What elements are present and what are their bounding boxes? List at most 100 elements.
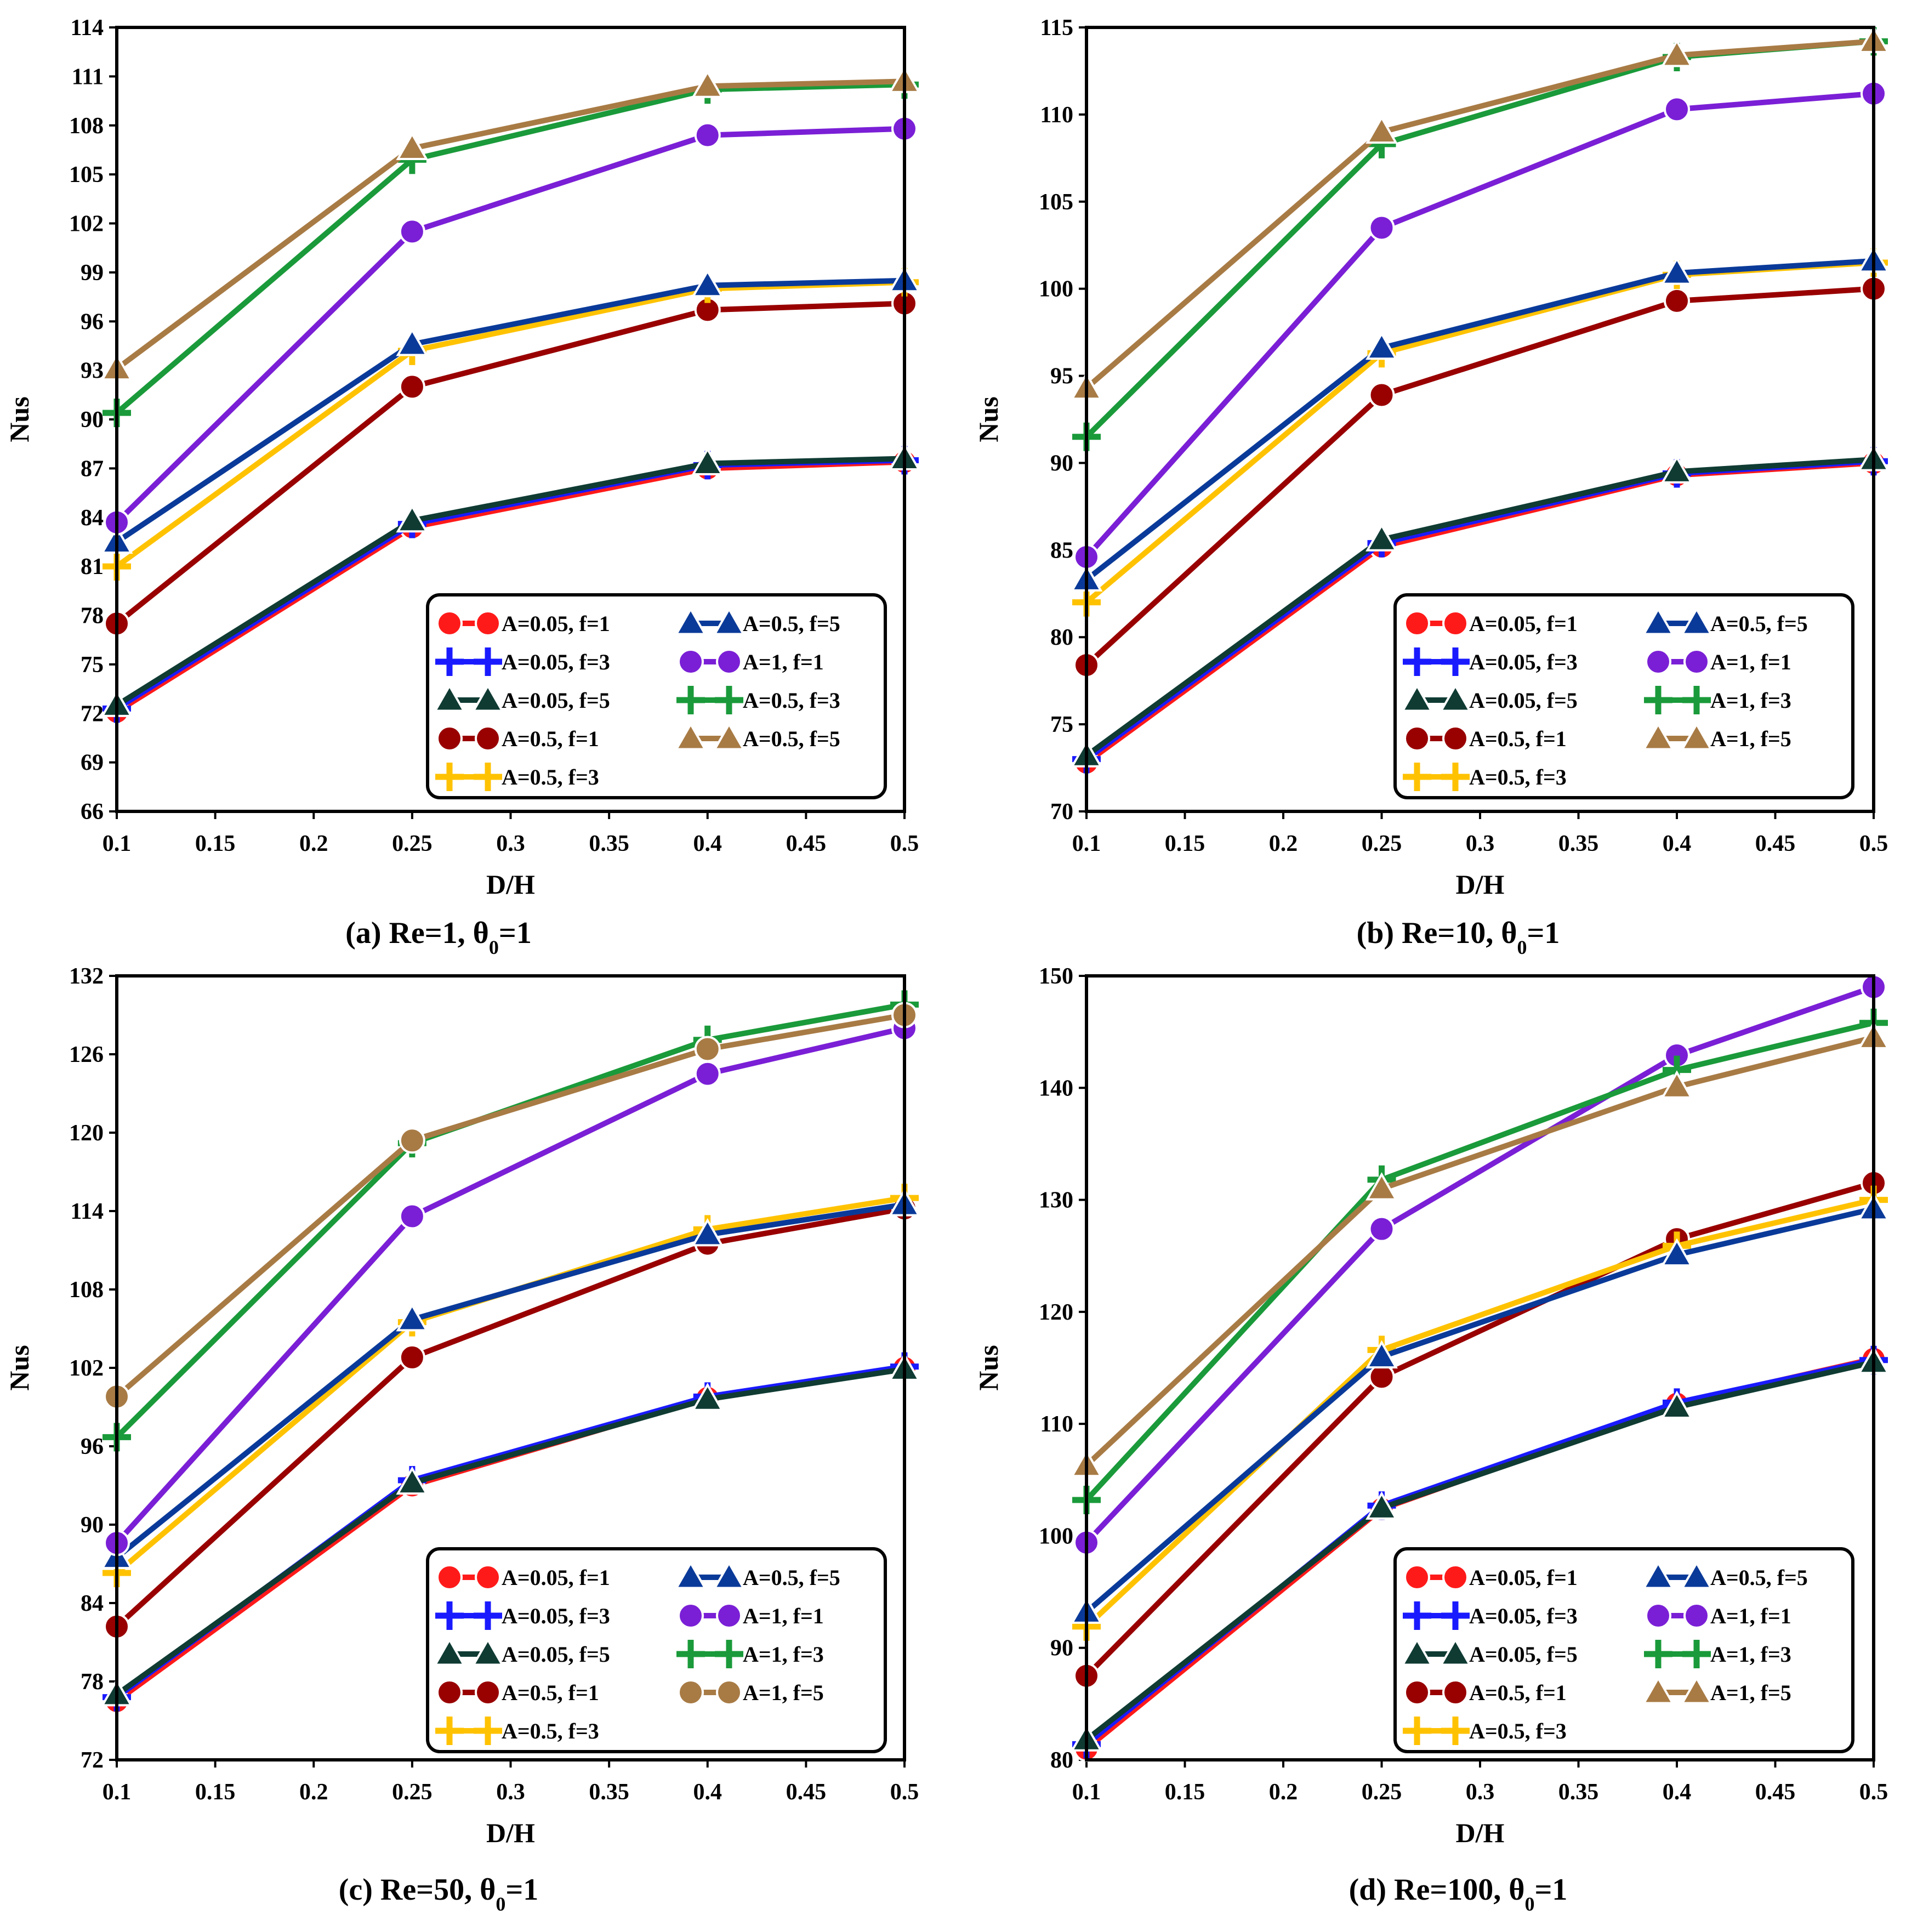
legend-entry: A=0.05, f=1	[436, 610, 610, 637]
legend-marker	[1439, 1637, 1472, 1666]
legend-entry: A=0.05, f=3	[1403, 647, 1578, 676]
legend-label: A=0.5, f=3	[743, 688, 840, 713]
legend-marker	[475, 610, 501, 637]
legend-label: A=0.05, f=5	[1469, 1642, 1578, 1667]
legend-marker	[1441, 1717, 1470, 1745]
x-tick-label: 0.35	[589, 831, 629, 856]
series-line	[1084, 1197, 1875, 1629]
series-line	[115, 1002, 905, 1439]
data-point	[691, 70, 724, 98]
legend-marker	[1442, 1564, 1469, 1590]
series-line	[1084, 258, 1874, 582]
legend-entry: A=0.05, f=5	[433, 1637, 610, 1667]
legend-marker	[1442, 1679, 1469, 1706]
legend-entry: A=1, f=5	[1642, 1675, 1791, 1705]
series-line	[115, 1012, 905, 1399]
series-line	[1085, 457, 1874, 758]
data-point	[399, 218, 425, 245]
y-tick-label: 105	[69, 162, 104, 187]
y-tick-label: 78	[81, 604, 104, 629]
legend-marker	[1439, 683, 1472, 712]
legend-entry: A=1, f=1	[678, 1603, 824, 1629]
legend-marker	[674, 1560, 707, 1589]
legend-marker	[1403, 1601, 1431, 1630]
legend-marker	[1680, 721, 1713, 751]
legend-box	[1393, 593, 1854, 799]
legend-label: A=1, f=3	[1710, 688, 1791, 713]
x-tick-label: 0.15	[195, 831, 236, 856]
legend-label: A=0.05, f=1	[502, 611, 610, 636]
y-tick-label: 78	[81, 1669, 104, 1695]
legend-label: A=0.05, f=5	[502, 688, 610, 713]
y-tick-label: 140	[1039, 1076, 1073, 1101]
legend-entry: A=0.5, f=5	[1642, 1560, 1808, 1590]
legend-entry: A=0.05, f=5	[433, 683, 610, 713]
legend-marker	[436, 1564, 463, 1590]
series-line	[1084, 90, 1874, 559]
legend-marker	[433, 1637, 466, 1666]
data-point	[1368, 214, 1395, 241]
x-tick-label: 0.4	[1663, 831, 1692, 856]
legend-entry: A=1, f=3	[1644, 686, 1791, 714]
legend-marker	[713, 1560, 746, 1589]
x-axis-label: D/H	[486, 869, 535, 900]
x-tick-label: 0.5	[1859, 831, 1888, 856]
legend: A=0.05, f=1 A=0.5, f=5 A=0.05, f=3 A=1, f=1…	[426, 1547, 887, 1753]
series-line	[1084, 984, 1875, 1545]
x-tick-label: 0.3	[496, 831, 525, 856]
data-point	[691, 447, 724, 475]
series-line	[115, 1366, 905, 1697]
legend-label: A=0.05, f=3	[502, 650, 610, 674]
data-point	[1664, 287, 1690, 314]
legend-entry: A=0.5, f=3	[435, 763, 599, 791]
legend-entry: A=0.05, f=3	[1403, 1601, 1578, 1630]
x-tick-label: 0.35	[1558, 831, 1599, 856]
data-point	[399, 1127, 425, 1154]
series-8	[1072, 27, 1888, 451]
legend-marker	[436, 725, 463, 752]
legend-label: A=0.05, f=3	[1469, 650, 1578, 674]
x-tick-label: 0.5	[890, 831, 919, 856]
legend-entry: A=0.5, f=5	[674, 606, 840, 636]
x-tick-label: 0.1	[1072, 831, 1101, 856]
legend-label: A=0.5, f=5	[1710, 1565, 1808, 1590]
x-tick-label: 0.1	[1072, 1780, 1101, 1805]
legend-label: A=1, f=1	[743, 1604, 824, 1628]
data-point	[1366, 331, 1398, 360]
x-tick-label: 0.3	[1466, 1780, 1495, 1805]
x-tick-label: 0.45	[786, 1780, 827, 1805]
legend-label: A=0.5, f=3	[502, 765, 599, 789]
x-tick-label: 0.1	[103, 831, 132, 856]
data-point	[1660, 1070, 1693, 1099]
y-tick-label: 95	[1050, 364, 1073, 389]
legend-label: A=0.5, f=5	[743, 611, 840, 636]
legend-marker	[716, 649, 742, 675]
plot-frame	[115, 974, 906, 1761]
series-4	[104, 290, 918, 637]
y-tick-label: 75	[81, 652, 104, 678]
legend-label: A=1, f=1	[1710, 650, 1791, 674]
y-tick-label: 110	[1040, 1412, 1073, 1437]
legend-entry: A=1, f=1	[1645, 649, 1791, 675]
data-point	[1660, 38, 1693, 67]
y-tick-label: 114	[70, 1199, 104, 1224]
legend-marker	[436, 1679, 463, 1706]
y-tick-label: 72	[81, 1748, 104, 1773]
legend-entry: A=0.5, f=3	[1403, 763, 1567, 791]
legend-entry: A=0.5, f=3	[676, 686, 840, 714]
x-tick-label: 0.25	[392, 1780, 433, 1805]
legend-marker	[1404, 1564, 1430, 1590]
data-point	[1366, 1340, 1398, 1369]
y-tick-label: 150	[1039, 964, 1073, 989]
legend-entry: A=0.05, f=1	[1404, 1564, 1578, 1590]
x-tick-label: 0.2	[299, 1780, 328, 1805]
series-9	[104, 1002, 918, 1410]
series-line	[1084, 1020, 1875, 1502]
data-point	[1660, 1390, 1693, 1419]
legend-marker	[716, 1679, 742, 1706]
series-7	[1073, 974, 1887, 1556]
legend-entry: A=0.05, f=3	[435, 1601, 610, 1630]
chart-panel-1: 66 69 72 75 78 81 84 87 90 93 96 99 102 105 108 111 114 0…	[4, 15, 921, 958]
legend-label: A=1, f=5	[743, 1680, 824, 1705]
